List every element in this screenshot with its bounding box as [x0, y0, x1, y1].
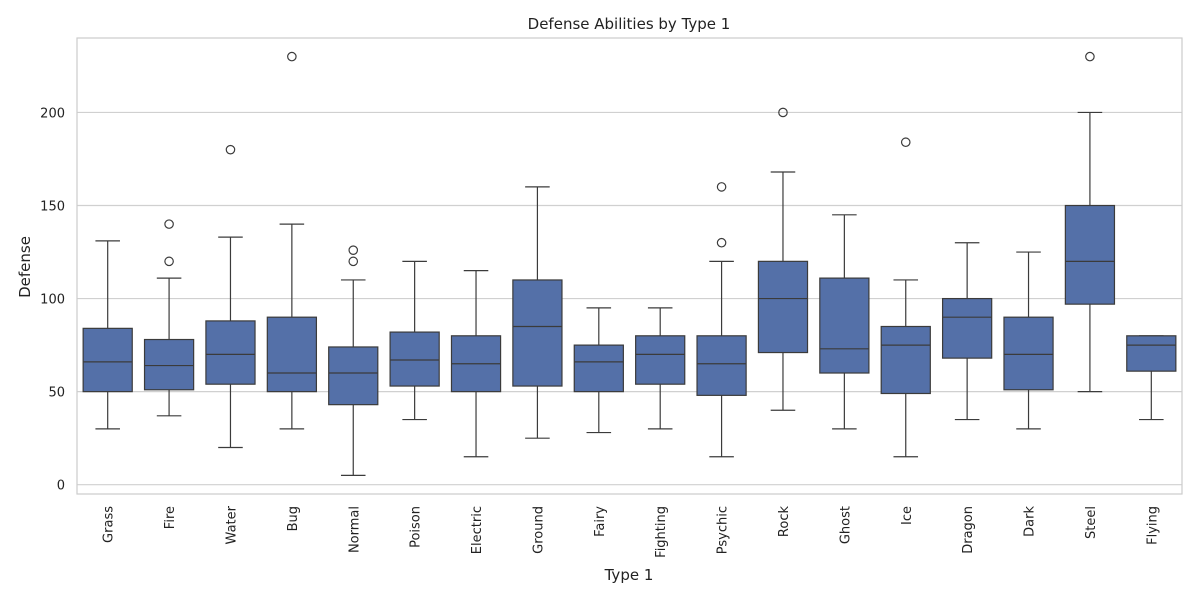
- x-tick-label: Electric: [470, 506, 485, 554]
- box-iqr: [696, 335, 747, 396]
- box-grass: [82, 240, 133, 430]
- y-tick-label: 100: [40, 293, 65, 308]
- outlier-point: [716, 237, 727, 248]
- plot-frame: [76, 37, 1183, 495]
- x-tick-label: Dark: [1023, 506, 1038, 537]
- box-poison: [389, 260, 440, 421]
- box-dark: [1003, 251, 1054, 430]
- outlier-point: [225, 144, 236, 155]
- y-tick-label: 150: [40, 200, 65, 215]
- x-tick-label: Fire: [163, 506, 178, 529]
- outlier-point: [778, 107, 788, 118]
- box-iqr: [266, 316, 318, 393]
- x-tick-label: Grass: [102, 506, 117, 543]
- box-ice: [880, 137, 931, 458]
- box-iqr: [880, 325, 931, 395]
- box-fighting: [635, 307, 686, 430]
- box-iqr: [512, 279, 563, 387]
- outlier-point: [1085, 51, 1095, 62]
- box-iqr: [757, 260, 809, 354]
- box-iqr: [82, 327, 133, 393]
- y-ticks: 0 50 100 150 200: [40, 106, 65, 493]
- x-axis-label: Type 1: [604, 566, 654, 584]
- boxes-layer: [82, 51, 1177, 476]
- box-fire: [143, 219, 195, 417]
- box-ground: [512, 186, 563, 439]
- box-ghost: [819, 214, 870, 430]
- box-iqr: [819, 277, 870, 374]
- x-tick-label: Ground: [531, 506, 546, 554]
- box-dragon: [941, 242, 993, 421]
- y-tick-label: 50: [48, 386, 65, 401]
- box-iqr: [1126, 335, 1177, 372]
- box-electric: [450, 270, 502, 458]
- x-tick-label: Fighting: [654, 506, 669, 558]
- chart-title: Defense Abilities by Type 1: [528, 15, 731, 33]
- box-iqr: [635, 335, 686, 385]
- x-tick-label: Fairy: [593, 506, 608, 537]
- x-tick-label: Normal: [347, 506, 362, 553]
- y-axis-label: Defense: [16, 236, 34, 298]
- outlier-point: [164, 256, 174, 267]
- box-iqr: [205, 320, 256, 385]
- box-iqr: [1003, 316, 1054, 391]
- box-iqr: [143, 338, 195, 391]
- box-fairy: [573, 307, 624, 434]
- box-steel: [1064, 51, 1116, 393]
- outlier-point: [716, 182, 727, 192]
- x-tick-label: Bug: [286, 506, 301, 531]
- box-normal: [328, 245, 379, 476]
- x-tick-label: Water: [224, 505, 239, 544]
- x-tick-label: Rock: [777, 506, 792, 538]
- outlier-point: [164, 219, 174, 229]
- box-bug: [266, 51, 318, 430]
- box-iqr: [1064, 204, 1116, 305]
- grid-layer: [77, 111, 1182, 486]
- box-psychic: [696, 182, 747, 458]
- outlier-point: [900, 137, 911, 148]
- box-iqr: [573, 344, 624, 393]
- x-tick-label: Steel: [1084, 506, 1099, 539]
- x-tick-label: Poison: [409, 506, 424, 548]
- outlier-point: [287, 51, 297, 62]
- x-tick-label: Flying: [1145, 506, 1160, 545]
- x-tick-label: Psychic: [716, 506, 731, 554]
- y-tick-label: 200: [40, 106, 65, 121]
- box-water: [205, 144, 256, 449]
- box-iqr: [941, 297, 993, 359]
- x-tick-label: Ghost: [838, 506, 853, 544]
- x-tick-label: Ice: [900, 506, 915, 525]
- box-iqr: [389, 331, 440, 387]
- x-ticks: Grass Fire Water Bug Normal Poison Electric Gro…: [102, 505, 1161, 557]
- outlier-point: [348, 245, 359, 255]
- box-flying: [1126, 335, 1177, 421]
- x-tick-label: Dragon: [961, 506, 976, 554]
- outlier-point: [348, 256, 359, 267]
- box-iqr: [328, 346, 379, 406]
- y-tick-label: 0: [57, 479, 65, 494]
- box-rock: [757, 107, 809, 411]
